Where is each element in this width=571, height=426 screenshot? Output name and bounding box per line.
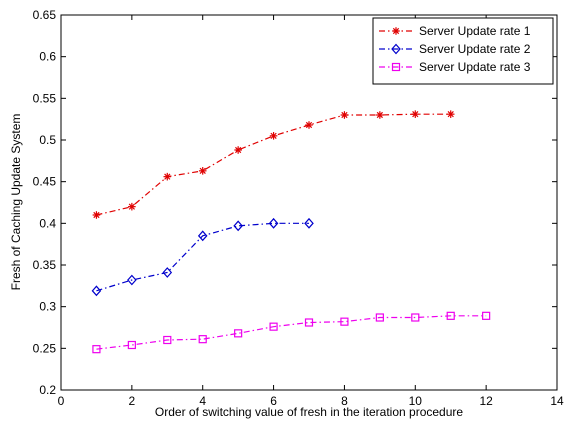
y-tick-label: 0.55 [33, 91, 57, 105]
asterisk-marker [234, 146, 242, 154]
x-tick-label: 2 [129, 394, 136, 408]
asterisk-marker [163, 172, 172, 181]
series-3 [92, 311, 491, 354]
x-axis-label: Order of switching value of fresh in the… [155, 405, 463, 419]
diamond-marker [391, 43, 401, 55]
square-marker [163, 335, 172, 345]
asterisk-marker [392, 27, 400, 35]
y-tick-label: 0.3 [39, 300, 56, 314]
square-marker [234, 329, 243, 338]
y-tick-label: 0.65 [33, 8, 57, 22]
legend-box [372, 17, 554, 85]
square-marker [375, 313, 384, 322]
square-marker [446, 311, 455, 320]
series-line [96, 222, 309, 292]
diamond-marker [127, 274, 137, 286]
square-marker [269, 322, 278, 331]
square-marker [391, 62, 401, 72]
asterisk-marker [92, 211, 101, 219]
x-tick-label: 14 [550, 394, 564, 408]
x-tick-label: 0 [58, 394, 65, 408]
y-tick-label: 0.6 [39, 50, 56, 64]
square-marker [304, 318, 314, 327]
legend: Server Update rate 1 Server Update rate 2… [372, 17, 554, 85]
x-tick-label: 6 [270, 394, 277, 408]
x-tick-label: 10 [409, 394, 423, 408]
square-marker [92, 345, 101, 354]
series-1 [92, 110, 455, 219]
legend-item: Server Update rate 3 [379, 60, 531, 74]
legend-label: Server Update rate 2 [419, 42, 531, 56]
diamond-marker [91, 285, 102, 297]
x-tick-label: 4 [199, 394, 206, 408]
asterisk-marker [411, 110, 420, 118]
legend-label: Server Update rate 3 [419, 60, 531, 74]
axis-ticks: 0 2 4 6 8 10 12 14 0.2 0.25 0.3 0.35 0.4 0.45 0.5 0.55 0… [33, 8, 564, 408]
legend-item: Server Update rate 2 [379, 42, 531, 56]
asterisk-marker [446, 110, 455, 118]
y-tick-label: 0.25 [33, 341, 57, 355]
x-tick-label: 12 [479, 394, 493, 408]
asterisk-marker [198, 167, 207, 175]
series-layer [91, 110, 491, 354]
series-line [96, 315, 487, 350]
square-marker [482, 311, 491, 320]
asterisk-marker [376, 111, 384, 119]
asterisk-marker [269, 132, 278, 140]
series-2 [91, 217, 314, 297]
asterisk-marker [305, 121, 313, 129]
y-tick-label: 0.4 [39, 216, 56, 230]
y-tick-label: 0.35 [33, 258, 57, 272]
diamond-marker [197, 230, 208, 242]
diamond-marker [268, 217, 279, 229]
x-tick-label: 8 [341, 394, 348, 408]
square-marker [340, 317, 349, 326]
legend-label: Server Update rate 1 [419, 24, 531, 38]
legend-item: Server Update rate 1 [379, 24, 531, 38]
asterisk-marker [340, 111, 349, 119]
y-tick-label: 0.2 [39, 383, 56, 397]
diamond-marker [162, 267, 173, 278]
square-marker [127, 340, 136, 350]
asterisk-marker [128, 202, 136, 211]
square-marker [198, 335, 207, 344]
y-tick-label: 0.45 [33, 175, 57, 189]
square-marker [411, 313, 420, 322]
diamond-marker [233, 220, 243, 232]
diamond-marker [304, 217, 314, 229]
y-tick-label: 0.5 [39, 133, 56, 147]
y-axis-label: Fresh of Caching Update System [9, 114, 23, 291]
